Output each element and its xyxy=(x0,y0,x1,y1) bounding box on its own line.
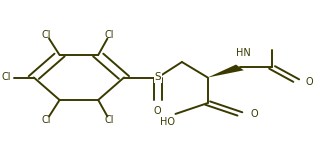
Text: S: S xyxy=(155,73,161,82)
Text: Cl: Cl xyxy=(2,73,11,82)
Text: O: O xyxy=(305,77,313,87)
Text: Cl: Cl xyxy=(105,115,114,125)
Text: Cl: Cl xyxy=(105,30,114,40)
Text: Cl: Cl xyxy=(42,115,52,125)
Text: Cl: Cl xyxy=(42,30,52,40)
Text: HN: HN xyxy=(236,49,251,58)
Text: O: O xyxy=(154,106,162,116)
Polygon shape xyxy=(208,65,244,78)
Text: O: O xyxy=(251,109,258,119)
Text: HO: HO xyxy=(160,117,175,127)
